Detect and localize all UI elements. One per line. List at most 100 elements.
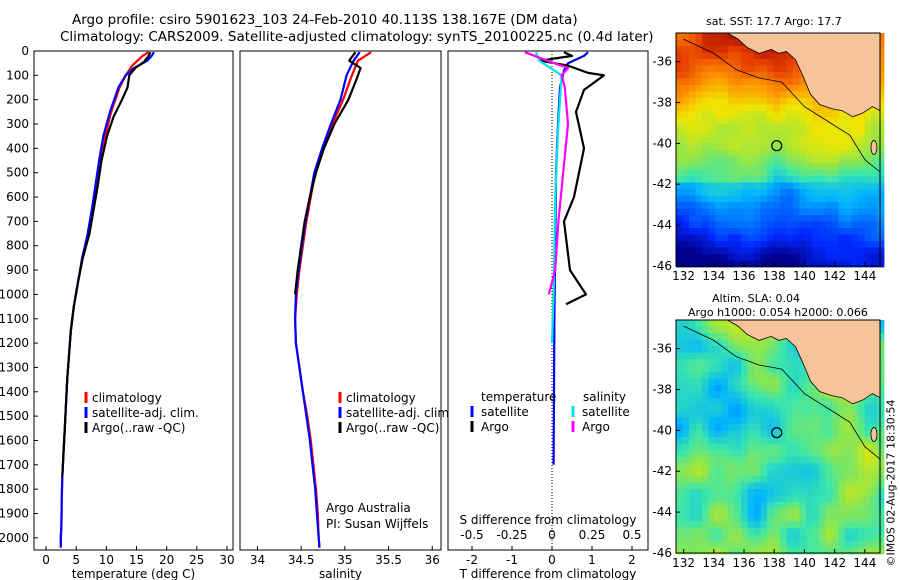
heatmap-cell [780,98,787,105]
heatmap-cell [871,124,878,131]
heatmap-cell [786,443,794,451]
heatmap-cell [682,124,690,131]
heatmap-cell [741,59,748,66]
heatmap-cell [689,111,696,118]
heatmap-cell [806,202,813,209]
heatmap-cell [799,385,807,392]
heatmap-cell [767,502,774,509]
y-tick-label: 200 [6,93,29,107]
heatmap-cell [864,502,872,509]
heatmap-cell [682,443,690,451]
heatmap-cell [851,508,859,516]
heatmap-cell [741,359,748,366]
heatmap-cell [832,176,839,183]
heatmap-cell [676,169,683,177]
heatmap-cell [871,163,878,170]
heatmap-cell [747,495,755,503]
heatmap-cell [767,515,774,522]
heatmap-cell [806,489,813,496]
x-tick-label-secondary: 0.25 [579,528,606,542]
heatmap-cell [734,495,742,503]
heatmap-cell [715,52,722,60]
heatmap-cell [819,182,826,190]
heatmap-cell [708,143,716,151]
heatmap-cell [721,463,729,470]
heatmap-cell [864,150,872,157]
heatmap-cell [734,247,742,255]
heatmap-cell [858,411,865,418]
heatmap-cell [715,39,722,47]
heatmap-cell [702,365,709,373]
x-tick-label: 136 [733,269,756,283]
heatmap-cell [702,247,709,255]
heatmap-cell [741,117,748,125]
heatmap-cell [715,404,722,412]
heatmap-cell [767,202,774,209]
heatmap-cell [793,476,800,483]
heatmap-cell [741,72,748,79]
heatmap-cell [864,195,872,203]
x-tick-label: 0 [42,553,50,567]
heatmap-cell [747,254,755,261]
heatmap-cell [858,398,865,405]
heatmap-cell [858,482,865,490]
heatmap-cell [721,59,729,66]
heatmap-cell [721,156,729,164]
heatmap-cell [721,417,729,425]
heatmap-cell [741,169,748,177]
x-tick-label: 142 [823,556,846,570]
heatmap-cell [708,456,716,464]
heatmap-cell [721,476,729,483]
heatmap-cell [845,241,852,248]
heatmap-cell [760,424,768,431]
heatmap-cell [806,117,813,125]
heatmap-cell [767,404,774,412]
heatmap-cell [754,221,761,229]
x-axis-label: temperature (deg C) [72,567,195,580]
heatmap-cell [682,91,690,99]
heatmap-cell [741,91,748,99]
heatmap-cell [812,534,820,542]
heatmap-cell [799,495,807,503]
heatmap-cell [760,228,768,235]
heatmap-cell [799,260,807,268]
heatmap-cell [845,495,852,503]
heatmap-cell [864,417,872,425]
heatmap-cell [786,495,794,503]
heatmap-cell [695,228,703,235]
heatmap-cell [754,195,761,203]
heatmap-cell [793,124,800,131]
heatmap-cell [754,365,761,373]
heatmap-cell [689,339,696,347]
heatmap-cell [799,111,807,118]
heatmap-cell [819,234,826,242]
heatmap-cell [838,463,846,470]
heatmap-cell [819,189,826,196]
heatmap-cell [676,91,683,99]
heatmap-cell [734,111,742,118]
heatmap-cell [877,495,885,503]
heatmap-cell [767,137,774,144]
x-tick-label: -1 [506,553,518,567]
heatmap-cell [819,404,826,412]
heatmap-cell [786,450,794,457]
heatmap-cell [812,169,820,177]
heatmap-cell [728,469,735,477]
heatmap-cell [799,228,807,235]
heatmap-cell [708,430,716,438]
heatmap-cell [695,424,703,431]
heatmap-cell [747,411,755,418]
series-line [524,51,570,295]
heatmap-cell [734,482,742,490]
heatmap-cell [780,65,787,73]
heatmap-cell [728,430,735,438]
heatmap-cell [825,228,833,235]
heatmap-cell [864,476,872,483]
heatmap-cell [858,202,865,209]
heatmap-cell [760,59,768,66]
heatmap-cell [851,202,859,209]
y-tick-label: 100 [6,68,29,82]
heatmap-cell [864,182,872,190]
heatmap-cell [819,456,826,464]
heatmap-cell [754,150,761,157]
